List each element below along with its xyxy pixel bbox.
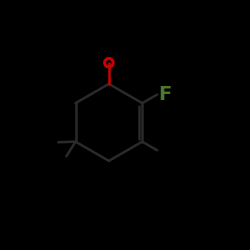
Text: F: F xyxy=(158,84,172,103)
